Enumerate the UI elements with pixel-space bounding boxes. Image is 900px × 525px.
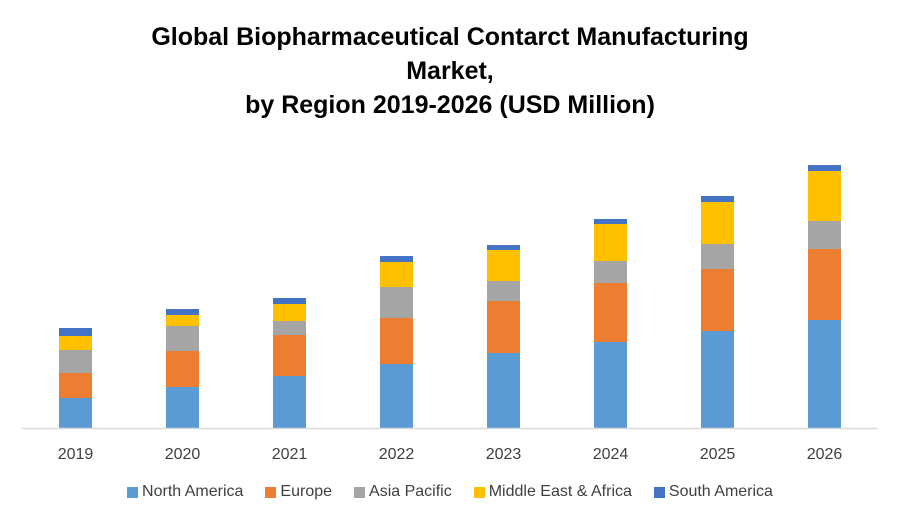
bar-segment-asia-pacific-2019 [59,350,92,373]
bar-segment-europe-2022 [380,318,413,364]
bar-segment-middle-east-africa-2021 [273,304,306,321]
legend-item: North America [127,483,243,501]
legend-item: Asia Pacific [354,483,452,501]
legend-label: Europe [280,483,333,500]
legend-item: Middle East & Africa [473,483,632,501]
bar-segment-asia-pacific-2024 [594,261,627,283]
bar-segment-middle-east-africa-2023 [487,250,520,281]
bar-segment-south-america-2024 [594,219,627,224]
legend-swatch [127,486,139,498]
bar-segment-asia-pacific-2023 [487,281,520,301]
bar-segment-asia-pacific-2026 [808,221,841,249]
bar-segment-europe-2023 [487,301,520,353]
bar-segment-middle-east-africa-2022 [380,262,413,287]
chart-title-line-3: by Region 2019-2026 (USD Million) [245,91,655,119]
x-tick-label: 2021 [272,446,308,463]
x-tick-label: 2026 [807,446,843,463]
bar-segment-south-america-2021 [273,298,306,304]
bar-segment-south-america-2019 [59,328,92,336]
bar-segment-middle-east-africa-2020 [166,315,199,326]
x-tick-label: 2025 [700,446,736,463]
bar-segment-north-america-2022 [380,364,413,428]
bar-segment-middle-east-africa-2025 [701,202,734,244]
legend-label: Middle East & Africa [488,483,632,500]
legend-label: Asia Pacific [369,483,452,500]
bar-segment-south-america-2026 [808,165,841,171]
bar-segment-asia-pacific-2025 [701,244,734,269]
bar-segment-asia-pacific-2021 [273,321,306,335]
bar-segment-south-america-2025 [701,196,734,202]
legend-swatch [265,486,277,498]
x-tick-label: 2023 [486,446,522,463]
bar-segment-north-america-2020 [166,387,199,428]
bar-segment-europe-2019 [59,373,92,398]
bar-segment-europe-2020 [166,351,199,387]
bar-segment-asia-pacific-2022 [380,287,413,318]
bar-segment-europe-2025 [701,269,734,331]
legend-label: South America [668,483,773,500]
bar-segment-europe-2024 [594,283,627,342]
bar-segment-north-america-2021 [273,376,306,428]
legend-swatch [354,486,366,498]
bars-group [59,165,841,428]
x-axis-ticks: 2019 2020 2021 2022 2023 2024 2025 2026 [58,446,843,463]
legend-item: South America [653,483,773,501]
chart-title-line-2: Market, [406,57,494,85]
x-tick-label: 2019 [58,446,94,463]
legend-item: Europe [265,483,332,501]
legend-label: North America [142,483,244,500]
bar-segment-middle-east-africa-2019 [59,336,92,350]
bar-segment-europe-2021 [273,335,306,376]
bar-segment-north-america-2024 [594,342,627,428]
x-tick-label: 2024 [593,446,629,463]
legend-swatch [473,486,485,498]
bar-segment-north-america-2019 [59,398,92,428]
bar-segment-south-america-2022 [380,256,413,262]
chart-title-line-1: Global Biopharmaceutical Contarct Manufa… [151,23,749,51]
legend: North America Europe Asia Pacific Middle Ea… [0,483,900,501]
bar-segment-middle-east-africa-2024 [594,224,627,261]
bar-segment-north-america-2023 [487,353,520,428]
bar-segment-south-america-2020 [166,309,199,315]
bar-segment-europe-2026 [808,249,841,320]
chart-title: Global Biopharmaceutical Contarct Manufa… [0,20,900,122]
legend-swatch [653,486,665,498]
bar-segment-asia-pacific-2020 [166,326,199,351]
x-tick-label: 2020 [165,446,201,463]
bar-segment-north-america-2026 [808,320,841,428]
bar-segment-middle-east-africa-2026 [808,171,841,221]
bar-segment-north-america-2025 [701,331,734,428]
x-tick-label: 2022 [379,446,415,463]
bar-segment-south-america-2023 [487,245,520,250]
